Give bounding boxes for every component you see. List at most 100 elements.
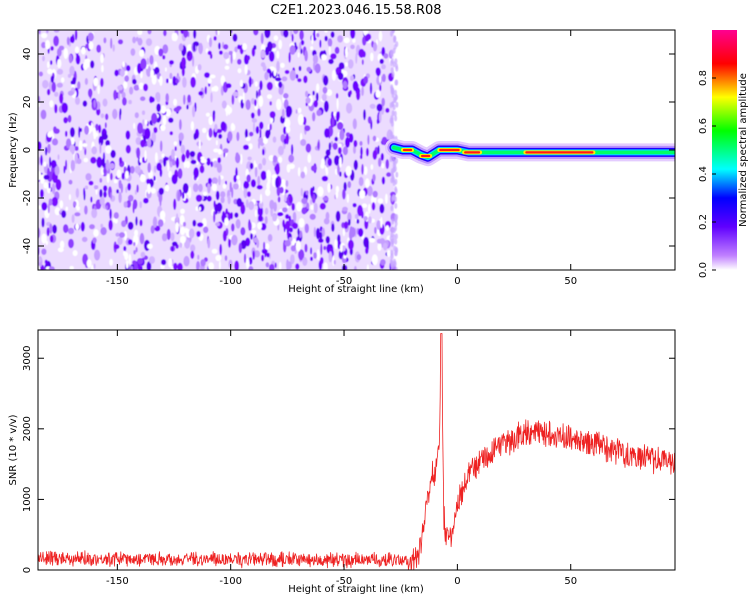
heatmap-noise-blob <box>188 228 195 239</box>
heatmap-noise-blob <box>41 41 47 49</box>
heatmap-noise-blob <box>304 49 308 62</box>
heatmap-noise-blob <box>134 230 138 236</box>
heatmap-noise-blob <box>381 176 386 185</box>
heatmap-noise-blob <box>246 55 251 61</box>
heatmap-noise-blob <box>310 256 313 261</box>
heatmap-noise-blob <box>177 168 183 179</box>
heatmap-noise-blob <box>288 237 293 242</box>
heatmap-noise-blob <box>151 131 156 143</box>
heatmap-noise-blob <box>361 163 364 175</box>
heatmap-noise-blob <box>392 167 396 174</box>
heatmap-noise-blob <box>274 262 277 269</box>
heatmap-noise-blob <box>38 141 42 151</box>
heatmap-noise-blob <box>137 37 143 46</box>
heatmap-noise-blob <box>127 221 134 230</box>
heatmap-noise-blob <box>266 252 270 258</box>
heatmap-noise-blob <box>395 101 399 108</box>
heatmap-noise-blob <box>331 117 335 127</box>
heatmap-noise-blob <box>127 182 132 191</box>
heatmap-noise-blob <box>165 108 172 117</box>
heatmap-noise-blob <box>86 259 92 268</box>
heatmap-noise-blob <box>48 198 53 206</box>
heatmap-noise-blob <box>317 186 324 197</box>
heatmap-noise-blob <box>40 189 44 199</box>
heatmap-noise-blob <box>342 188 346 200</box>
heatmap-noise-blob <box>169 131 173 136</box>
heatmap-noise-blob <box>269 199 275 210</box>
heatmap-noise-blob <box>332 142 338 150</box>
heatmap-noise-blob <box>40 109 47 120</box>
heatmap-noise-blob <box>190 159 197 165</box>
heatmap-noise-blob <box>276 98 282 111</box>
heatmap-noise-blob <box>297 167 301 177</box>
heatmap-noise-blob <box>83 157 89 163</box>
heatmap-noise-blob <box>344 62 349 67</box>
heatmap-noise-blob <box>379 75 382 84</box>
heatmap-noise-blob <box>363 166 368 176</box>
heatmap-noise-blob <box>210 161 213 168</box>
heatmap-noise-blob <box>330 53 337 60</box>
heatmap-noise-blob <box>48 182 51 189</box>
heatmap-noise-blob <box>290 245 296 252</box>
heatmap-noise-blob <box>110 192 113 200</box>
heatmap-noise-blob <box>134 112 139 119</box>
heatmap-noise-blob <box>180 226 185 236</box>
heatmap-noise-blob <box>310 199 313 205</box>
heatmap-noise-blob <box>393 258 397 265</box>
heatmap-noise-blob <box>171 241 178 247</box>
heatmap-noise-blob <box>232 183 239 190</box>
heatmap-noise-blob <box>252 250 255 260</box>
heatmap-noise-blob <box>143 83 149 92</box>
heatmap-noise-blob <box>367 134 370 145</box>
heatmap-noise-blob <box>171 149 175 160</box>
heatmap-noise-blob <box>240 239 247 250</box>
heatmap-noise-blob <box>391 101 394 108</box>
heatmap-noise-blob <box>249 222 252 231</box>
snr-xtick-label: 50 <box>564 576 577 587</box>
heatmap-noise-blob <box>132 78 137 85</box>
heatmap-noise-blob <box>198 139 201 150</box>
heatmap-noise-blob <box>337 163 340 175</box>
heatmap-ytick-label: -20 <box>22 190 33 206</box>
heatmap-noise-blob <box>278 81 283 88</box>
heatmap-noise-blob <box>87 32 94 42</box>
heatmap-noise-blob <box>177 190 181 202</box>
heatmap-noise-blob <box>159 196 162 207</box>
heatmap-noise-blob <box>45 39 51 50</box>
heatmap-noise-blob <box>291 203 296 211</box>
heatmap-noise-blob <box>102 98 108 107</box>
heatmap-noise-blob <box>217 30 220 36</box>
heatmap-noise-blob <box>361 59 364 65</box>
heatmap-noise-blob <box>394 233 398 240</box>
heatmap-noise-blob <box>138 82 144 90</box>
heatmap-noise-blob <box>50 75 54 83</box>
heatmap-noise-blob <box>166 78 169 84</box>
heatmap-noise-blob <box>359 141 363 146</box>
heatmap-noise-blob <box>55 179 62 191</box>
heatmap-noise-blob <box>161 259 167 266</box>
heatmap-noise-blob <box>68 238 74 249</box>
heatmap-noise-blob <box>159 210 166 220</box>
heatmap-noise-blob <box>41 248 47 255</box>
heatmap-noise-blob <box>159 159 163 164</box>
heatmap-noise-blob <box>260 32 264 45</box>
heatmap-noise-blob <box>278 39 283 50</box>
heatmap-noise-blob <box>240 227 246 236</box>
heatmap-noise-blob <box>244 128 248 139</box>
heatmap-noise-blob <box>144 149 147 162</box>
heatmap-noise-blob <box>328 46 331 56</box>
heatmap-noise-blob <box>295 74 299 79</box>
heatmap-noise-blob <box>363 109 366 121</box>
heatmap-noise-blob <box>152 216 158 228</box>
heatmap-noise-blob <box>285 214 290 220</box>
heatmap-noise-blob <box>165 93 169 103</box>
heatmap-noise-blob <box>215 30 218 36</box>
heatmap-noise-blob <box>346 102 353 114</box>
heatmap-noise-blob <box>51 196 58 207</box>
heatmap-noise-blob <box>189 150 196 158</box>
heatmap-noise-blob <box>390 205 394 212</box>
heatmap-noise-blob <box>171 174 178 185</box>
heatmap-noise-blob <box>285 220 291 231</box>
heatmap-noise-blob <box>378 111 382 123</box>
heatmap-noise-blob <box>295 240 301 252</box>
